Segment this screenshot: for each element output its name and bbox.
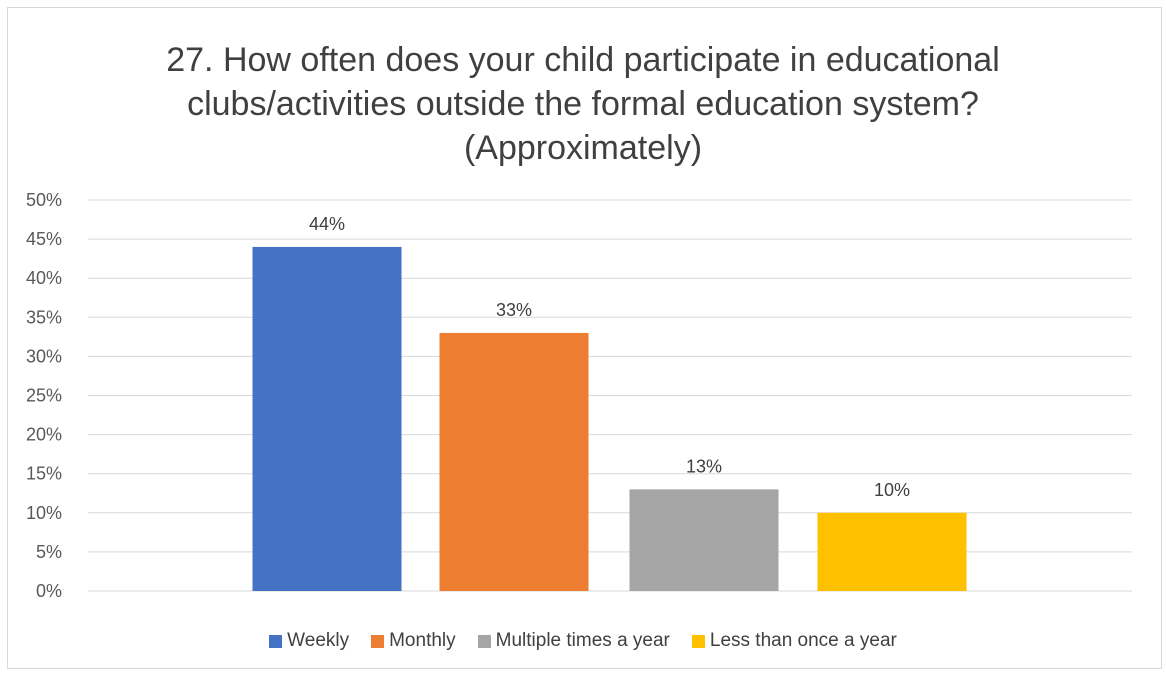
y-tick-label-8: 40% — [26, 268, 62, 288]
legend-label-monthly: Monthly — [389, 630, 456, 651]
legend-swatch-monthly — [371, 634, 385, 648]
legend-label-less-than-once: Less than once a year — [709, 630, 897, 651]
legend-item-less-than-once: Less than once a year — [691, 630, 897, 652]
y-tick-label-3: 15% — [26, 464, 62, 484]
y-tick-label-7: 35% — [26, 307, 62, 327]
chart-title-line-3: (Approximately) — [463, 129, 703, 167]
chart-legend: Weekly Monthly Multiple times a year Les… — [0, 630, 1166, 652]
data-label-3: 10% — [874, 480, 910, 500]
y-tick-label-9: 45% — [26, 229, 62, 249]
legend-item-multiple-times: Multiple times a year — [477, 630, 670, 652]
y-tick-label-6: 30% — [26, 346, 62, 366]
chart-title-line-1: 27. How often does your child participat… — [166, 41, 1000, 79]
bar-1 — [439, 332, 589, 591]
bar-3 — [817, 512, 967, 591]
y-tick-label-2: 10% — [26, 503, 62, 523]
chart-title: 27. How often does your child participat… — [0, 38, 1166, 170]
chart-title-line-2: clubs/activities outside the formal educ… — [187, 85, 979, 123]
bar-0 — [252, 246, 402, 592]
legend-label-multiple-times: Multiple times a year — [495, 630, 670, 651]
y-tick-label-1: 5% — [36, 542, 62, 562]
legend-item-monthly: Monthly — [371, 630, 456, 652]
y-tick-label-10: 50% — [26, 190, 62, 210]
y-tick-label-5: 25% — [26, 386, 62, 406]
data-label-2: 13% — [686, 456, 722, 476]
legend-swatch-less-than-once — [691, 634, 705, 648]
y-tick-label-4: 20% — [26, 425, 62, 445]
data-label-0: 44% — [309, 214, 345, 234]
legend-swatch-weekly — [269, 634, 283, 648]
legend-item-weekly: Weekly — [269, 630, 349, 652]
data-label-1: 33% — [496, 300, 532, 320]
legend-swatch-multiple-times — [477, 634, 491, 648]
bar-2 — [629, 489, 779, 591]
legend-label-weekly: Weekly — [287, 630, 350, 651]
y-tick-label-0: 0% — [36, 581, 62, 601]
